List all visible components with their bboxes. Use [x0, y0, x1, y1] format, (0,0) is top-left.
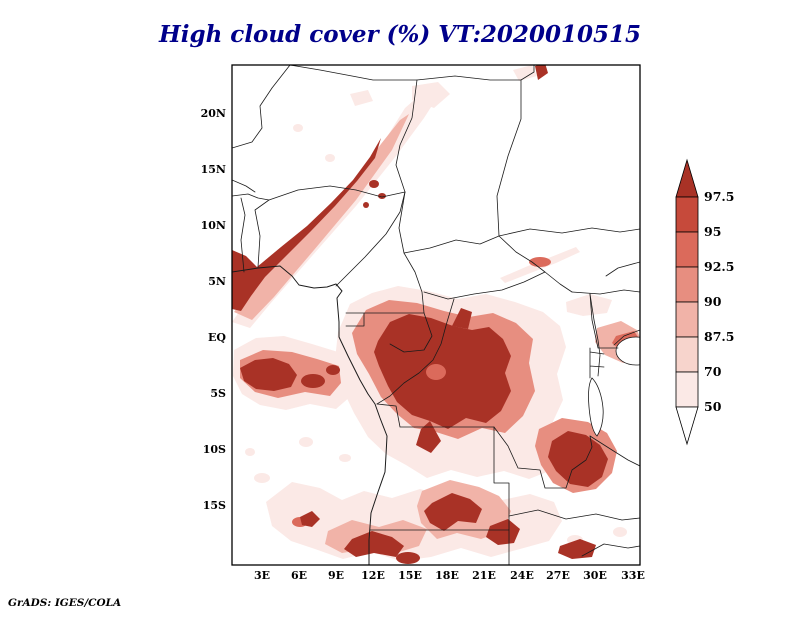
- cloud-region-max: [548, 431, 608, 487]
- colorbar-arrow-up: [675, 158, 699, 198]
- map-plot-area: [232, 65, 640, 565]
- cloud-region-max: [535, 65, 548, 80]
- figure-title: High cloud cover (%) VT:2020010515: [158, 21, 641, 48]
- cloud-region: [350, 90, 373, 106]
- colorbar-swatch: [675, 231, 699, 268]
- border-line: [232, 179, 270, 273]
- map-frame: [231, 64, 641, 566]
- cloud-region: [254, 473, 270, 483]
- latitude-axis: 20N 15N 10N 5N EQ 5S 10S 15S: [201, 107, 227, 512]
- colorbar-label: 70: [704, 364, 722, 379]
- cloud-shading: [232, 65, 640, 564]
- cloud-region: [613, 527, 627, 537]
- border-line: [589, 435, 640, 467]
- cloud-region-max: [416, 421, 441, 453]
- border-line: [605, 261, 640, 277]
- cloud-region: [299, 437, 313, 447]
- lat-axis-label: 5N: [208, 275, 226, 288]
- lat-axis-label: 15S: [203, 499, 226, 512]
- colorbar: 97.5 95 92.5 90 87.5 70 50: [675, 158, 734, 446]
- lat-axis-label: EQ: [208, 331, 226, 344]
- lake-victoria: [615, 336, 640, 366]
- border-line: [423, 235, 573, 300]
- lon-axis-label: 9E: [328, 569, 344, 582]
- cloud-region-max: [326, 365, 340, 375]
- cloud-region: [566, 294, 612, 316]
- border-line: [589, 293, 601, 377]
- lon-axis-label: 27E: [546, 569, 570, 582]
- cloud-region-max: [424, 493, 482, 531]
- cloud-region: [325, 154, 335, 162]
- lat-axis-label: 10S: [203, 443, 226, 456]
- border-line: [289, 65, 535, 81]
- lon-axis-label: 30E: [583, 569, 607, 582]
- cloud-region-max: [369, 180, 379, 188]
- border-line: [508, 509, 640, 565]
- lon-axis-label: 15E: [398, 569, 422, 582]
- cloud-region: [513, 65, 537, 81]
- cloud-region-max: [240, 358, 297, 391]
- cloud-region-max: [344, 531, 404, 557]
- cloud-region-max: [396, 552, 420, 564]
- lat-axis-label: 15N: [201, 163, 226, 176]
- cloud-region: [412, 82, 450, 108]
- lon-axis-label: 24E: [510, 569, 534, 582]
- colorbar-swatch: [675, 266, 699, 303]
- border-line: [395, 79, 418, 193]
- colorbar-arrow-down: [675, 406, 699, 446]
- cloud-region-max: [363, 202, 369, 208]
- colorbar-swatch: [675, 371, 699, 408]
- cloud-region-max: [301, 374, 325, 388]
- colorbar-label: 92.5: [704, 259, 734, 274]
- colorbar-label: 50: [704, 399, 722, 414]
- colorbar-swatch: [675, 196, 699, 233]
- lon-axis-label: 33E: [621, 569, 645, 582]
- cloud-region-max: [452, 308, 472, 329]
- cloud-region-max: [486, 519, 520, 545]
- cloud-region: [339, 454, 351, 462]
- lon-axis-label: 21E: [472, 569, 496, 582]
- credit-text: GrADS: IGES/COLA: [8, 597, 121, 609]
- border-line: [369, 403, 510, 531]
- border-line: [496, 79, 522, 237]
- country-borders: [232, 65, 640, 565]
- lon-axis-label: 6E: [291, 569, 307, 582]
- cloud-region-max: [232, 138, 381, 311]
- coastline: [232, 265, 388, 565]
- colorbar-label: 87.5: [704, 329, 734, 344]
- colorbar-label: 95: [704, 224, 721, 239]
- lon-axis-label: 12E: [361, 569, 385, 582]
- cloud-region-max: [378, 193, 386, 199]
- cloud-region: [529, 257, 551, 267]
- border-line: [398, 191, 500, 254]
- border-line: [268, 185, 406, 201]
- lake-tanganyika: [588, 377, 604, 437]
- border-line: [232, 65, 291, 149]
- border-line: [498, 227, 640, 237]
- cloud-region: [234, 114, 409, 320]
- lon-axis-label: 18E: [435, 569, 459, 582]
- colorbar-swatch: [675, 336, 699, 373]
- border-line: [581, 543, 640, 557]
- lat-axis-label: 20N: [201, 107, 226, 120]
- border-line: [571, 289, 640, 349]
- lat-axis-label: 10N: [201, 219, 226, 232]
- lat-axis-label: 5S: [210, 387, 226, 400]
- longitude-axis: 3E 6E 9E 12E 15E 18E 21E 24E 27E 30E 33E: [254, 569, 645, 582]
- cloud-region-max: [300, 511, 320, 527]
- border-line: [589, 347, 605, 379]
- cloud-region: [245, 448, 255, 456]
- colorbar-swatch: [675, 301, 699, 338]
- border-line: [335, 191, 406, 287]
- colorbar-label: 90: [704, 294, 722, 309]
- border-line: [376, 298, 455, 405]
- lon-axis-label: 3E: [254, 569, 270, 582]
- cloud-region: [426, 364, 446, 380]
- colorbar-label: 97.5: [704, 189, 734, 204]
- border-line: [493, 426, 593, 489]
- cloud-region: [293, 124, 303, 132]
